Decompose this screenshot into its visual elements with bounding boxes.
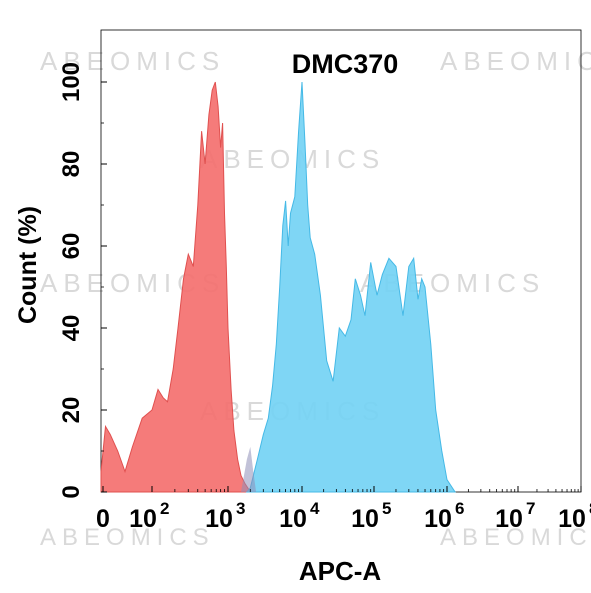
y-axis: 0 20 40 60 80 100	[58, 62, 107, 499]
x-tick-exponent: 4	[310, 499, 320, 518]
y-tick-label: 20	[58, 397, 85, 424]
x-tick-label: 10	[495, 505, 523, 533]
y-tick-label: 80	[58, 151, 85, 178]
x-tick-exponent: 2	[160, 499, 169, 518]
y-axis-title: Count (%)	[14, 206, 42, 324]
x-tick-exponent: 3	[236, 499, 245, 518]
x-axis: 0102103104105106107108	[96, 486, 591, 533]
x-tick-exponent: 7	[526, 499, 535, 518]
x-tick-label: 10	[205, 505, 233, 533]
x-tick-label: 10	[558, 505, 586, 533]
watermark-text: ABEOMICS	[200, 144, 385, 174]
x-tick-exponent: 8	[589, 499, 591, 518]
plot-area	[100, 29, 582, 493]
x-tick-label: 10	[129, 505, 157, 533]
x-tick-label: 10	[351, 505, 379, 533]
watermark-text: ABEOMICS	[440, 524, 591, 551]
y-tick-label: 0	[58, 485, 85, 498]
watermark-text: ABEOMICS	[440, 46, 591, 76]
y-tick-label: 40	[58, 315, 85, 342]
x-tick-exponent: 6	[455, 499, 464, 518]
watermark-text: ABEOMICS	[40, 46, 225, 76]
chart-title: DMC370	[292, 49, 399, 79]
y-tick-label: 100	[58, 62, 85, 102]
y-tick-label: 60	[58, 233, 85, 260]
watermark-text: ABEOMICS	[40, 524, 215, 551]
x-tick-label: 0	[96, 505, 110, 533]
x-tick-label: 10	[279, 505, 307, 533]
x-axis-title: APC-A	[299, 556, 382, 586]
histogram-series-1	[100, 81, 252, 493]
histogram-series-2	[245, 81, 457, 493]
x-tick-label: 10	[424, 505, 452, 533]
x-tick-exponent: 5	[382, 499, 391, 518]
overlap-region	[241, 446, 257, 492]
